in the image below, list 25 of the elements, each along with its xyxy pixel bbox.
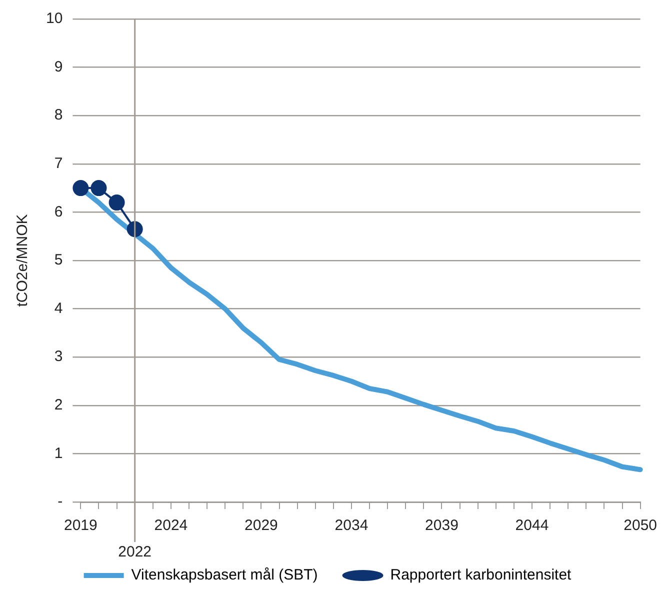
y-tick-label: 7 bbox=[54, 155, 63, 172]
y-tick-label: - bbox=[58, 493, 63, 510]
y-tick-label: 6 bbox=[54, 203, 63, 220]
x-tick-label: 2019 bbox=[64, 517, 98, 534]
point bbox=[72, 180, 89, 196]
point bbox=[108, 194, 125, 211]
legend-label: Rapportert karbonintensitet bbox=[390, 566, 572, 584]
x-tick-label: 2044 bbox=[515, 517, 549, 534]
x-tick-label: 2029 bbox=[244, 517, 278, 534]
point bbox=[90, 180, 107, 196]
legend-label: Vitenskapsbasert mål (SBT) bbox=[131, 566, 318, 584]
y-tick-label: 10 bbox=[46, 10, 63, 28]
y-tick-label: 2 bbox=[54, 396, 63, 414]
y-tick-label: 4 bbox=[54, 300, 63, 317]
y-tick-label: 9 bbox=[54, 58, 63, 76]
x-tick-label: 2034 bbox=[334, 517, 368, 534]
y-axis-title: tCO2e/MNOK bbox=[14, 214, 32, 307]
x-tick-label: 2039 bbox=[425, 517, 458, 534]
y-tick-label: 8 bbox=[54, 106, 63, 124]
y-tick-label: 1 bbox=[54, 444, 63, 462]
y-tick-label: 3 bbox=[54, 348, 63, 366]
y-tick-label: 5 bbox=[54, 252, 63, 269]
x-tick-label: 2024 bbox=[154, 517, 188, 534]
ref-line-label: 2022 bbox=[118, 544, 152, 561]
x-tick-label: 2050 bbox=[624, 517, 658, 534]
